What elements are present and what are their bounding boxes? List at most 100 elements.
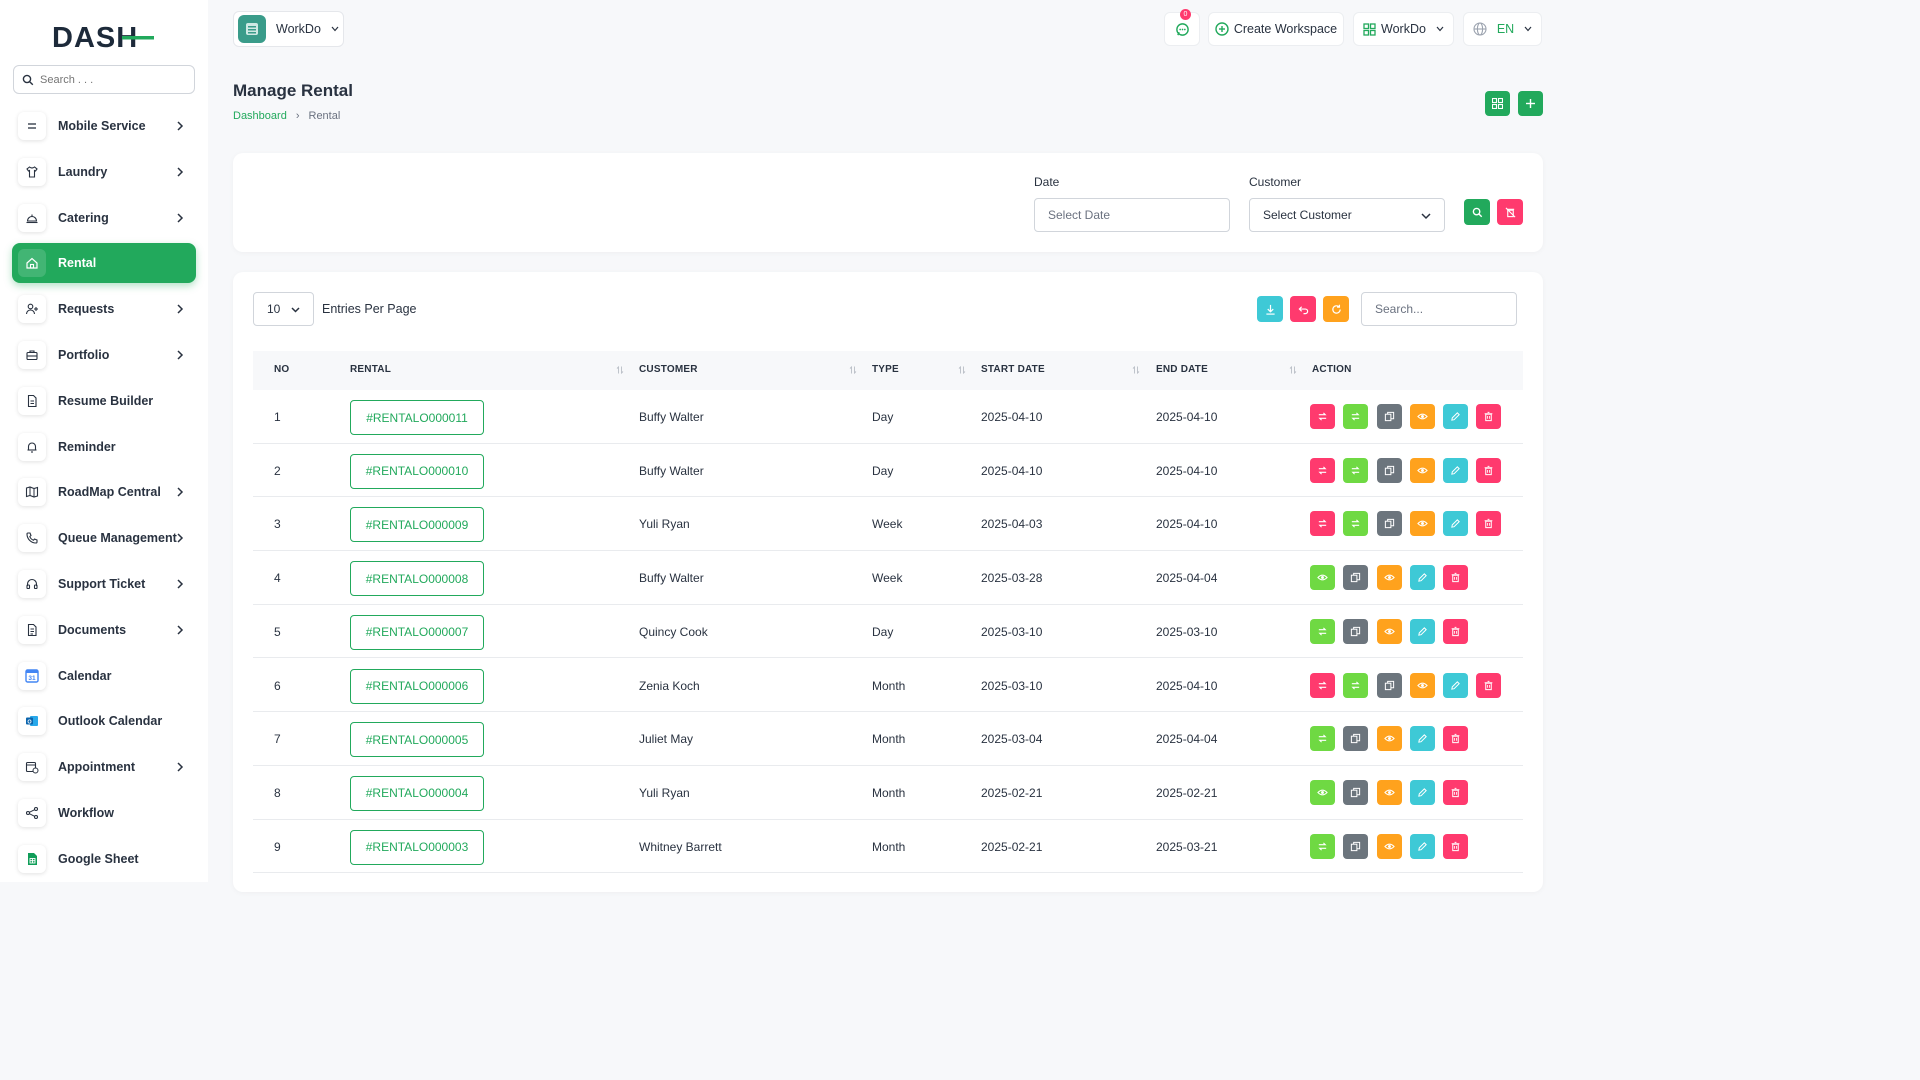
sort-icon[interactable] bbox=[1288, 365, 1298, 375]
workspace-menu-button[interactable]: WorkDo bbox=[1353, 12, 1454, 46]
sidebar-item-portfolio[interactable]: Portfolio bbox=[12, 335, 196, 375]
apply-filter-button[interactable] bbox=[1464, 199, 1490, 225]
reset-button[interactable] bbox=[1290, 296, 1316, 322]
rental-id-link[interactable]: #RENTALO000006 bbox=[350, 668, 484, 704]
delete-button[interactable] bbox=[1476, 457, 1502, 483]
rental-id-link[interactable]: #RENTALO000008 bbox=[350, 561, 484, 597]
show-button[interactable] bbox=[1310, 565, 1335, 591]
workspace-selector[interactable]: WorkDo bbox=[233, 11, 344, 47]
sidebar-item-support-ticket[interactable]: Support Ticket bbox=[12, 564, 196, 604]
sort-icon[interactable] bbox=[615, 365, 625, 375]
sidebar-item-roadmap-central[interactable]: RoadMap Central bbox=[12, 472, 196, 512]
copy-button[interactable] bbox=[1376, 511, 1402, 537]
sort-icon[interactable] bbox=[848, 365, 858, 375]
table-search-input[interactable]: Search... bbox=[1361, 292, 1517, 326]
edit-button[interactable] bbox=[1443, 672, 1469, 698]
delete-button[interactable] bbox=[1476, 511, 1502, 537]
edit-button[interactable] bbox=[1443, 404, 1469, 429]
rental-id-link[interactable]: #RENTALO000004 bbox=[350, 775, 484, 811]
copy-button[interactable] bbox=[1376, 672, 1402, 698]
sidebar-item-reminder[interactable]: Reminder bbox=[12, 427, 196, 467]
view-button[interactable] bbox=[1409, 404, 1435, 429]
view-button[interactable] bbox=[1409, 457, 1435, 483]
dash-logo[interactable]: DASH bbox=[52, 22, 156, 52]
copy-button[interactable] bbox=[1343, 565, 1369, 591]
reload-button[interactable] bbox=[1323, 296, 1349, 322]
sort-icon[interactable] bbox=[1131, 365, 1141, 375]
create-workspace-button[interactable]: Create Workspace bbox=[1208, 12, 1344, 46]
sidebar-item-outlook-calendar[interactable]: O Outlook Calendar bbox=[12, 701, 196, 741]
return-button[interactable] bbox=[1310, 511, 1335, 537]
clear-filter-button[interactable] bbox=[1497, 199, 1523, 225]
renew-button[interactable] bbox=[1310, 833, 1335, 859]
view-button[interactable] bbox=[1376, 726, 1402, 752]
language-selector[interactable]: EN bbox=[1463, 12, 1542, 46]
export-button[interactable] bbox=[1257, 296, 1283, 322]
view-button[interactable] bbox=[1376, 618, 1402, 644]
column-header-customer[interactable]: CUSTOMER bbox=[639, 364, 698, 375]
edit-button[interactable] bbox=[1409, 833, 1435, 859]
edit-button[interactable] bbox=[1409, 565, 1435, 591]
edit-button[interactable] bbox=[1443, 511, 1469, 537]
edit-button[interactable] bbox=[1443, 457, 1469, 483]
rental-id-link[interactable]: #RENTALO000007 bbox=[350, 614, 484, 650]
copy-button[interactable] bbox=[1376, 404, 1402, 429]
return-button[interactable] bbox=[1310, 672, 1335, 698]
return-button[interactable] bbox=[1310, 404, 1335, 429]
breadcrumb-dashboard-link[interactable]: Dashboard bbox=[233, 110, 287, 122]
sidebar-item-laundry[interactable]: Laundry bbox=[12, 152, 196, 192]
column-header-no[interactable]: NO bbox=[274, 364, 290, 375]
rental-id-link[interactable]: #RENTALO000003 bbox=[350, 829, 484, 865]
delete-button[interactable] bbox=[1443, 565, 1469, 591]
column-header-start-date[interactable]: START DATE bbox=[981, 364, 1045, 375]
delete-button[interactable] bbox=[1443, 833, 1469, 859]
sidebar-item-rental[interactable]: Rental bbox=[12, 243, 196, 284]
grid-view-button[interactable] bbox=[1485, 91, 1510, 116]
delete-button[interactable] bbox=[1443, 618, 1469, 644]
copy-button[interactable] bbox=[1343, 618, 1369, 644]
rental-id-link[interactable]: #RENTALO000010 bbox=[350, 453, 484, 489]
copy-button[interactable] bbox=[1343, 833, 1369, 859]
view-button[interactable] bbox=[1409, 511, 1435, 537]
renew-button[interactable] bbox=[1343, 457, 1369, 483]
sidebar-item-workflow[interactable]: Workflow bbox=[12, 793, 196, 833]
sidebar-item-google-sheet[interactable]: Google Sheet bbox=[12, 839, 196, 879]
sidebar-search[interactable] bbox=[13, 65, 195, 94]
delete-button[interactable] bbox=[1443, 779, 1469, 805]
delete-button[interactable] bbox=[1476, 672, 1502, 698]
rental-id-link[interactable]: #RENTALO000009 bbox=[350, 507, 484, 543]
copy-button[interactable] bbox=[1343, 726, 1369, 752]
delete-button[interactable] bbox=[1443, 726, 1469, 752]
view-button[interactable] bbox=[1409, 672, 1435, 698]
entries-per-page-select[interactable]: 10 bbox=[253, 292, 314, 326]
sort-icon[interactable] bbox=[957, 365, 967, 375]
column-header-rental[interactable]: RENTAL bbox=[350, 364, 392, 375]
sidebar-item-mobile-service[interactable]: Mobile Service bbox=[12, 106, 196, 146]
column-header-end-date[interactable]: END DATE bbox=[1156, 364, 1208, 375]
view-button[interactable] bbox=[1376, 779, 1402, 805]
rental-id-link[interactable]: #RENTALO000005 bbox=[350, 722, 484, 758]
sidebar-item-appointment[interactable]: Appointment bbox=[12, 747, 196, 787]
edit-button[interactable] bbox=[1409, 618, 1435, 644]
rental-id-link[interactable]: #RENTALO000011 bbox=[350, 400, 484, 435]
sidebar-item-catering[interactable]: Catering bbox=[12, 198, 196, 238]
renew-button[interactable] bbox=[1343, 511, 1369, 537]
sidebar-item-queue-management[interactable]: Queue Management bbox=[12, 518, 196, 558]
date-filter-input[interactable]: Select Date bbox=[1034, 198, 1230, 232]
view-button[interactable] bbox=[1376, 833, 1402, 859]
sidebar-item-requests[interactable]: Requests bbox=[12, 289, 196, 329]
sidebar-item-resume-builder[interactable]: Resume Builder bbox=[12, 381, 196, 421]
copy-button[interactable] bbox=[1376, 457, 1402, 483]
edit-button[interactable] bbox=[1409, 726, 1435, 752]
customer-filter-select[interactable]: Select Customer bbox=[1249, 198, 1445, 232]
add-rental-button[interactable] bbox=[1518, 91, 1543, 116]
column-header-type[interactable]: TYPE bbox=[872, 364, 899, 375]
renew-button[interactable] bbox=[1310, 618, 1335, 644]
notifications-button[interactable]: 0 bbox=[1164, 9, 1200, 46]
show-button[interactable] bbox=[1310, 779, 1335, 805]
renew-button[interactable] bbox=[1343, 404, 1369, 429]
edit-button[interactable] bbox=[1409, 779, 1435, 805]
return-button[interactable] bbox=[1310, 457, 1335, 483]
copy-button[interactable] bbox=[1343, 779, 1369, 805]
renew-button[interactable] bbox=[1310, 726, 1335, 752]
